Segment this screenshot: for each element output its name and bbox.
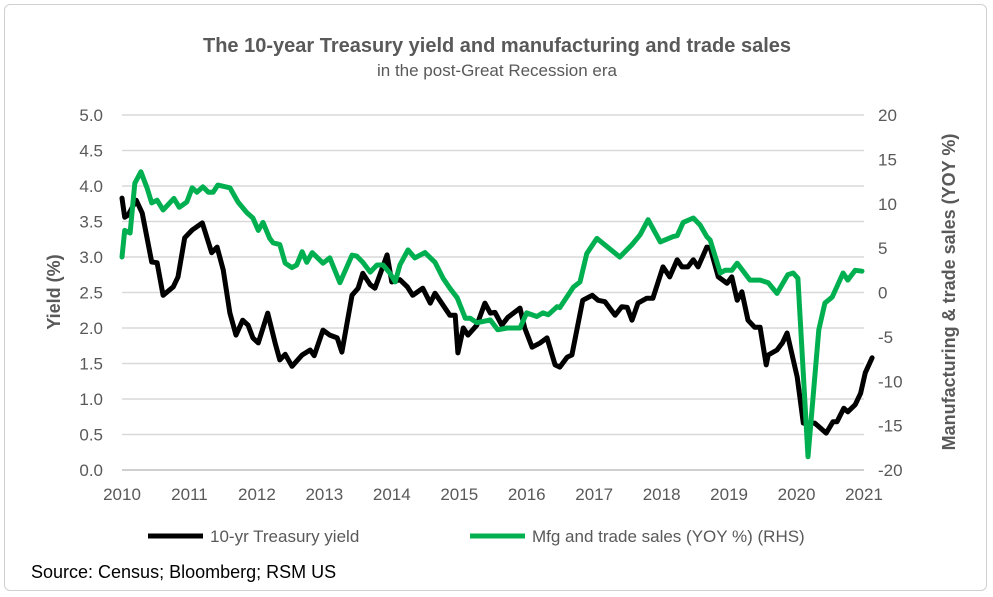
x-tick-label: 2020 (778, 485, 816, 504)
x-tick-label: 2017 (575, 485, 613, 504)
x-tick-label: 2018 (643, 485, 681, 504)
x-tick-label: 2014 (373, 485, 411, 504)
series-line-sales (119, 169, 865, 460)
x-tick-label: 2019 (710, 485, 748, 504)
x-tick-label: 2015 (440, 485, 478, 504)
y-right-tick-label: 10 (878, 195, 897, 214)
gridlines (122, 114, 864, 471)
y-tick-label: 3.0 (79, 248, 103, 267)
y-tick-label: 0.5 (79, 426, 103, 445)
y-right-tick-label: -15 (878, 417, 903, 436)
y-tick-label: 2.0 (79, 319, 103, 338)
source-note: Source: Census; Bloomberg; RSM US (31, 562, 336, 582)
y-tick-label: 4.0 (79, 177, 103, 196)
y-right-tick-label: 0 (878, 284, 887, 303)
y-tick-label: 1.0 (79, 390, 103, 409)
series-line-yield (119, 195, 875, 436)
chart-subtitle: in the post-Great Recession era (377, 61, 618, 80)
y-right-tick-label: 5 (878, 239, 887, 258)
y-tick-label: 2.5 (79, 284, 103, 303)
y-right-tick-label: -20 (878, 461, 903, 480)
y-right-tick-label: 15 (878, 150, 897, 169)
y-tick-label: 1.5 (79, 355, 103, 374)
legend-label-sales: Mfg and trade sales (YOY %) (RHS) (532, 527, 805, 546)
y-right-tick-label: 20 (878, 106, 897, 125)
y-tick-label: 0.0 (79, 461, 103, 480)
y-axis-right-label: Manufacturing & trade sales (YOY %) (939, 134, 959, 451)
y-right-tick-label: -10 (878, 372, 903, 391)
y-tick-label: 3.5 (79, 213, 103, 232)
x-tick-label: 2012 (238, 485, 276, 504)
x-tick-label: 2011 (171, 485, 208, 504)
x-tick-label: 2010 (103, 485, 141, 504)
y-tick-label: 4.5 (79, 142, 103, 161)
legend-label-yield: 10-yr Treasury yield (210, 527, 359, 546)
y-axis-label: Yield (%) (44, 254, 64, 329)
chart-title: The 10-year Treasury yield and manufactu… (203, 35, 791, 57)
series-lines (119, 169, 875, 460)
y-right-tick-label: -5 (878, 328, 893, 347)
y-tick-label: 5.0 (79, 106, 103, 125)
tick-labels: 0.0 0.5 1.0 1.5 2.0 2.5 3.0 3.5 4.0 4.5 5.0 -20 -15 -… (79, 106, 902, 504)
x-tick-label: 2021 (845, 485, 883, 504)
x-tick-label: 2013 (305, 485, 343, 504)
chart-frame (4, 4, 987, 591)
x-tick-label: 2016 (508, 485, 546, 504)
